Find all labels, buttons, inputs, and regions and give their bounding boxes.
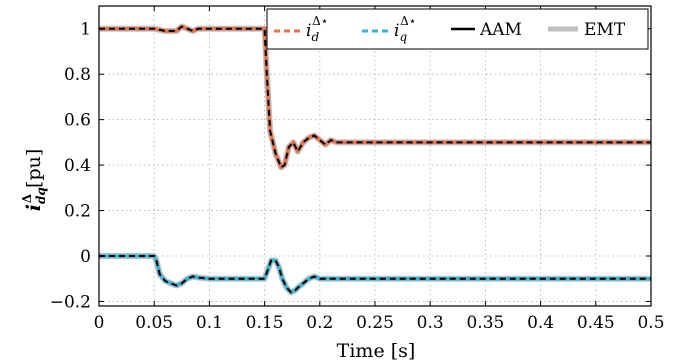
legend-id-base: i — [306, 21, 311, 41]
legend: idΔ⋆ iqΔ⋆ AAM EMT — [266, 8, 649, 50]
series-q-aam — [99, 255, 651, 294]
x-tick-label: 0.1 — [196, 313, 223, 333]
x-tick-label: 0.4 — [527, 313, 554, 333]
x-tick-label: 0.5 — [637, 313, 664, 333]
x-tick-label: 0.15 — [246, 313, 284, 333]
y-tick-label: 0.6 — [64, 111, 91, 131]
x-tick-label: 0.45 — [577, 313, 615, 333]
y-axis-label-sup: Δ — [20, 194, 34, 203]
y-tick-label: −0.2 — [50, 292, 91, 312]
x-tick-label: 0.2 — [306, 313, 333, 333]
svg-text:iqΔ⋆: iq Δ⋆ — [394, 14, 416, 44]
y-tick-labels: −0.2 0 0.2 0.4 0.6 0.8 1 — [50, 20, 91, 313]
legend-item-id: id Δ⋆ — [274, 14, 328, 44]
x-tick-label: 0.3 — [417, 313, 444, 333]
x-axis-label: Time [s] — [337, 340, 416, 362]
grid — [99, 6, 651, 306]
legend-aam-label: AAM — [479, 20, 522, 40]
y-tick-label: 0 — [80, 247, 91, 267]
legend-item-emt: EMT — [548, 20, 626, 40]
x-tick-label: 0 — [94, 313, 105, 333]
legend-emt-label: EMT — [584, 20, 626, 40]
x-tick-label: 0.25 — [356, 313, 394, 333]
y-tick-label: 1 — [80, 20, 91, 40]
y-axis-label-unit: [pu] — [23, 149, 45, 188]
y-tick-label: 0.2 — [64, 202, 91, 222]
y-tick-label: 0.4 — [64, 156, 91, 176]
svg-text:idΔ⋆: id Δ⋆ — [306, 14, 328, 44]
x-tick-label: 0.35 — [466, 313, 504, 333]
series-q-reference — [99, 254, 651, 295]
legend-item-aam: AAM — [451, 20, 522, 40]
legend-iq-sup: Δ⋆ — [400, 14, 416, 28]
y-axis-label-sub: dq — [34, 187, 48, 204]
legend-id-sup: Δ⋆ — [312, 14, 328, 28]
series-d-aam — [99, 25, 651, 169]
series-q-emt — [99, 253, 651, 296]
y-tick-label: 0.8 — [64, 65, 91, 85]
legend-iq-sub: q — [399, 30, 407, 44]
legend-iq-base: i — [394, 21, 399, 41]
y-axis-label: idqΔ [pu] — [20, 149, 48, 212]
x-tick-labels: 0 0.05 0.1 0.15 0.2 0.25 0.3 0.35 0.4 0.45 0.5 — [94, 313, 665, 333]
series-layer — [99, 23, 651, 296]
x-tick-label: 0.05 — [135, 313, 173, 333]
legend-item-iq: iq Δ⋆ — [362, 14, 416, 44]
legend-id-sub: d — [311, 30, 319, 44]
y-axis-label-base: i — [23, 204, 45, 211]
